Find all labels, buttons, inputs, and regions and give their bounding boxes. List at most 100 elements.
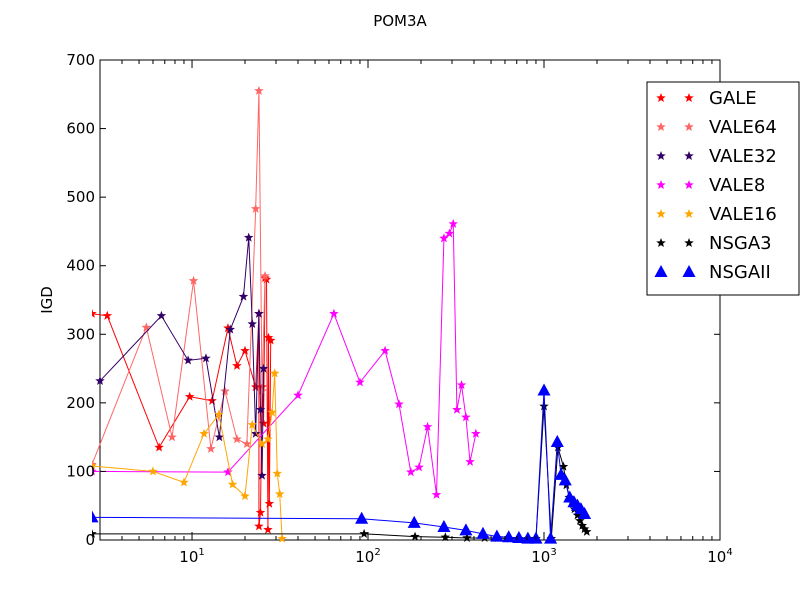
- data-point-nsga3: [575, 515, 585, 525]
- legend-box: [646, 81, 800, 296]
- series-vale16: [92, 368, 287, 543]
- data-point-vale32: [250, 428, 261, 438]
- legend-label-vale16: VALE16: [709, 204, 777, 225]
- data-point-vale64: [232, 434, 242, 444]
- legend-label-nsgaii: NSGAII: [709, 262, 771, 283]
- data-point-nsgaii: [558, 473, 572, 486]
- data-point-nsga3: [462, 532, 472, 542]
- legend-marker-vale16: [684, 209, 694, 219]
- legend-marker-gale: [684, 93, 694, 103]
- legend-label-vale32: VALE32: [709, 146, 777, 167]
- data-point-nsga3: [440, 532, 451, 542]
- data-point-vale16: [179, 477, 189, 487]
- data-point-nsga3: [579, 524, 590, 534]
- x-tick-label: 102: [355, 547, 380, 566]
- data-point-nsga3: [582, 526, 592, 536]
- data-point-nsgaii: [437, 519, 451, 532]
- data-point-vale16: [257, 439, 267, 449]
- data-point-vale8: [448, 218, 458, 228]
- data-point-gale: [258, 418, 269, 428]
- series-nsgaii: [92, 383, 592, 544]
- data-point-vale32: [247, 319, 258, 329]
- series-line-vale8: [92, 223, 477, 495]
- data-point-gale: [102, 310, 113, 320]
- data-point-vale8: [439, 233, 449, 243]
- data-point-nsga3: [572, 510, 583, 520]
- data-point-nsgaii: [459, 523, 473, 536]
- x-tick-label: 104: [707, 547, 732, 566]
- y-tick-label: 100: [66, 462, 95, 480]
- data-point-gale: [207, 395, 217, 405]
- data-point-nsgaii: [537, 383, 551, 396]
- data-point-vale32: [255, 404, 266, 414]
- data-point-vale32: [243, 232, 254, 242]
- data-point-vale8: [293, 390, 303, 400]
- data-point-vale16: [277, 533, 287, 543]
- legend-marker-nsga3: [684, 238, 694, 248]
- data-point-vale64: [206, 443, 216, 453]
- data-point-gale: [223, 323, 233, 333]
- plot-frame: [99, 59, 721, 541]
- series-line-vale64: [92, 90, 266, 465]
- data-point-vale32: [183, 355, 193, 365]
- data-point-gale: [92, 308, 97, 318]
- data-point-nsgaii: [578, 506, 592, 519]
- legend-marker-vale64: [684, 122, 694, 132]
- data-point-vale8: [461, 412, 471, 422]
- data-point-vale64: [254, 85, 264, 95]
- data-point-vale8: [394, 399, 404, 409]
- data-point-nsgaii: [92, 510, 99, 523]
- data-point-vale64: [220, 386, 230, 396]
- data-point-vale8: [471, 428, 481, 438]
- data-point-vale8: [422, 421, 433, 431]
- data-point-vale16: [269, 368, 280, 378]
- series-vale8: [92, 218, 481, 499]
- data-point-vale8: [431, 489, 442, 499]
- series-vale32: [95, 232, 269, 480]
- y-tick-label: 300: [66, 325, 95, 343]
- legend-marker-nsgaii: [682, 264, 696, 277]
- data-point-nsga3: [359, 528, 369, 538]
- legend-marker-vale64: [656, 122, 666, 132]
- data-point-vale16: [247, 419, 258, 429]
- data-point-vale16: [274, 489, 285, 499]
- data-point-vale32: [254, 308, 264, 318]
- series-gale: [92, 273, 276, 534]
- data-point-vale16: [227, 479, 238, 489]
- data-point-nsgaii: [407, 515, 421, 528]
- data-point-vale8: [329, 308, 339, 318]
- legend-label-gale: GALE: [709, 88, 757, 109]
- data-point-vale32: [95, 375, 105, 385]
- data-point-gale: [263, 524, 273, 534]
- legend-marker-vale32: [656, 151, 666, 161]
- data-point-gale: [265, 335, 276, 345]
- data-point-vale8: [414, 462, 424, 472]
- data-point-vale8: [355, 377, 365, 387]
- data-point-vale16: [92, 461, 97, 470]
- data-point-vale64: [260, 271, 270, 281]
- data-point-nsgaii: [544, 531, 558, 544]
- data-point-vale32: [214, 432, 225, 442]
- series-line-vale16: [92, 373, 283, 539]
- y-tick-label: 400: [66, 257, 95, 275]
- data-point-gale: [263, 332, 274, 342]
- y-axis-label: IGD: [38, 286, 56, 314]
- y-tick-label: 700: [66, 51, 95, 69]
- data-point-nsgaii: [355, 511, 369, 524]
- x-tick-label: 103: [531, 547, 556, 566]
- data-point-vale16: [272, 468, 283, 478]
- data-point-vale32: [238, 291, 249, 301]
- data-point-vale16: [267, 407, 277, 417]
- data-point-nsgaii: [476, 526, 490, 539]
- data-point-nsga3: [558, 461, 569, 471]
- data-point-vale32: [156, 310, 167, 320]
- data-point-vale64: [167, 432, 177, 442]
- series-vale64: [92, 85, 270, 469]
- series-line-gale: [92, 276, 272, 530]
- data-point-vale8: [92, 466, 97, 476]
- data-point-vale16: [263, 434, 273, 444]
- legend-marker-nsga3: [656, 238, 666, 248]
- x-tick-label: 101: [179, 547, 204, 566]
- y-tick-label: 600: [66, 120, 95, 138]
